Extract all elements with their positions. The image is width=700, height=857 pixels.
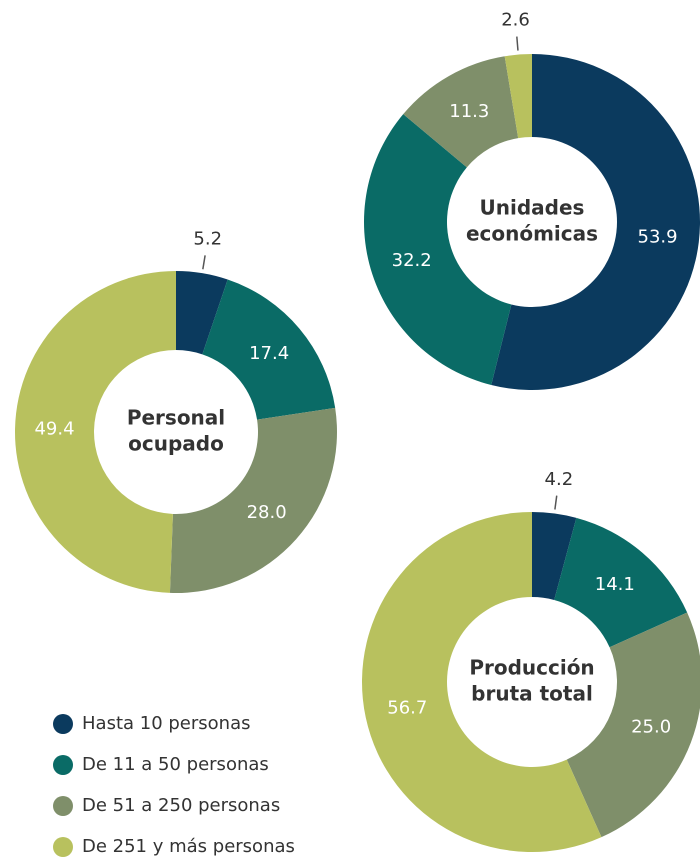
center-title: bruta total — [471, 682, 593, 706]
donut-slice — [14, 271, 177, 593]
legend-swatch — [53, 796, 73, 816]
donut-slice — [176, 271, 228, 355]
donut-slice — [566, 612, 700, 838]
donut-slice — [362, 512, 602, 852]
center-title: Unidades — [480, 196, 585, 220]
value-label: 4.2 — [545, 469, 574, 490]
value-label: 53.9 — [638, 226, 678, 247]
value-label: 56.7 — [387, 698, 427, 719]
leader-line — [202, 255, 206, 270]
center-title: Producción — [469, 656, 594, 680]
legend-swatch — [53, 714, 73, 734]
donut-slice — [202, 279, 336, 420]
leader-line — [516, 36, 519, 51]
legend-label: De 11 a 50 personas — [82, 754, 269, 775]
center-title: ocupado — [128, 432, 224, 456]
legend-swatch — [53, 755, 73, 775]
value-label: 11.3 — [449, 101, 489, 122]
center-title: económicas — [466, 222, 598, 246]
value-label: 2.6 — [501, 10, 530, 31]
donut-slice — [403, 56, 519, 168]
value-label: 14.1 — [595, 574, 635, 595]
value-label: 5.2 — [193, 229, 222, 250]
donut-slice — [491, 54, 700, 390]
legend-swatch — [53, 837, 73, 857]
donut-slice — [504, 54, 532, 139]
legend-label: De 251 y más personas — [82, 836, 295, 857]
donut-slice — [532, 512, 577, 600]
value-label: 32.2 — [392, 250, 432, 271]
legend-label: De 51 a 250 personas — [82, 795, 280, 816]
value-label: 28.0 — [247, 502, 287, 523]
donut-slice — [554, 517, 688, 648]
value-label: 49.4 — [34, 419, 74, 440]
donut-slice — [363, 114, 512, 385]
center-title: Personal — [127, 406, 225, 430]
donut-slice — [169, 407, 338, 593]
value-label: 25.0 — [631, 716, 671, 737]
value-label: 17.4 — [249, 343, 289, 364]
leader-line — [554, 495, 558, 510]
legend-label: Hasta 10 personas — [82, 713, 251, 734]
